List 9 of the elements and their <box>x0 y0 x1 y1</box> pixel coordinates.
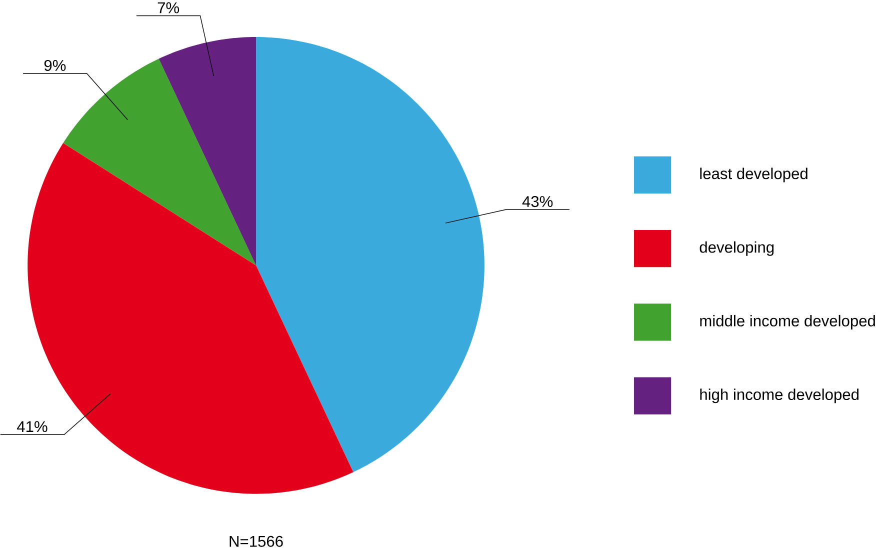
legend-label: middle income developed <box>700 314 875 330</box>
legend-label: high income developed <box>700 388 858 404</box>
data-label: 9% <box>44 60 66 71</box>
data-label: 7% <box>158 2 180 14</box>
text: N=1566 <box>230 536 283 547</box>
data-label: 43% <box>522 196 553 208</box>
legend-label: developing <box>700 241 774 256</box>
legend-label: least developed <box>700 168 808 182</box>
data-label: 41% <box>16 421 48 432</box>
